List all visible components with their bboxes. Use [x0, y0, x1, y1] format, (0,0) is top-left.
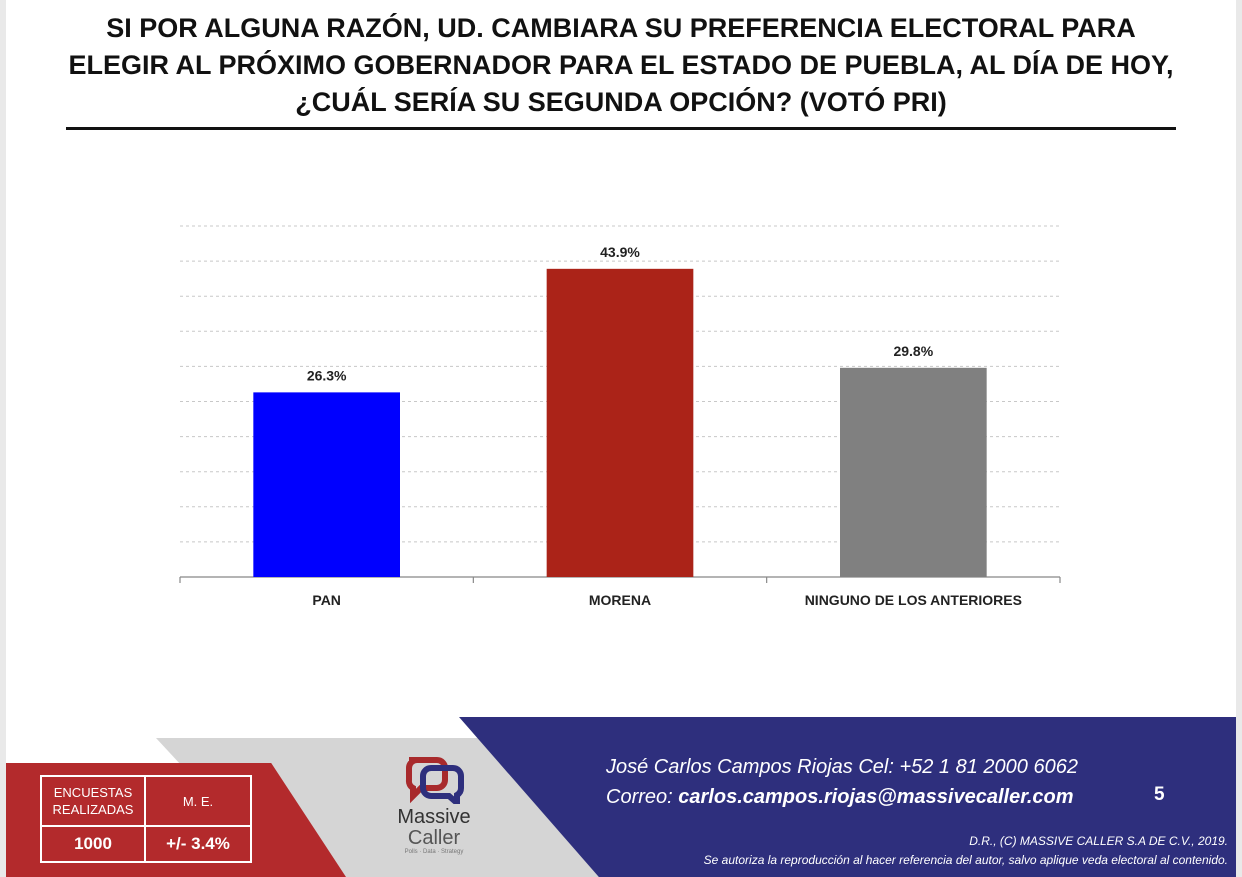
speech-bubbles-icon [405, 757, 464, 804]
massive-caller-logo: Massive Caller Polls · Data · Strategy [384, 752, 484, 856]
logo-word-massive: Massive [397, 806, 471, 828]
bar-pan [253, 392, 400, 577]
legal-notice: D.R., (C) MASSIVE CALLER S.A DE C.V., 20… [704, 832, 1228, 870]
page-number: 5 [1154, 784, 1165, 805]
footer-blue-band [459, 717, 1236, 877]
bar-ninguno-de-los-anteriores [840, 367, 987, 577]
logo-word-caller: Caller [407, 827, 461, 849]
x-tick-label: NINGUNO DE LOS ANTERIORES [805, 592, 1022, 608]
data-label: 29.8% [893, 343, 933, 359]
email-address[interactable]: carlos.campos.riojas@massivecaller.com [678, 786, 1074, 808]
margin-error-label: M. E. [146, 777, 250, 827]
contact-phone-line: José Carlos Campos Riojas Cel: +52 1 81 … [606, 756, 1078, 778]
surveys-label: ENCUESTAS REALIZADAS [42, 777, 146, 827]
margin-error-value: +/- 3.4% [166, 834, 230, 853]
x-tick-label: PAN [312, 592, 341, 608]
contact-info: José Carlos Campos Riojas Cel: +52 1 81 … [606, 752, 1078, 812]
legal-copyright: D.R., (C) MASSIVE CALLER S.A DE C.V., 20… [969, 834, 1228, 848]
contact-email-line: Correo: carlos.campos.riojas@massivecall… [606, 782, 1078, 812]
stats-table: ENCUESTAS REALIZADAS M. E. 1000 +/- 3.4% [40, 775, 252, 863]
chart-title: SI POR ALGUNA RAZÓN, UD. CAMBIARA SU PRE… [68, 13, 1174, 117]
title-underline [66, 127, 1176, 130]
bar-chart: 26.3% PAN 43.9% MORENA 29.8% NINGUNO DE LOS A… [179, 225, 1061, 608]
bar-morena [546, 268, 694, 577]
surveys-value: 1000 [42, 827, 146, 861]
email-prefix: Correo: [606, 786, 673, 808]
data-label: 43.9% [600, 244, 640, 260]
slide: SI POR ALGUNA RAZÓN, UD. CAMBIARA SU PRE… [6, 0, 1236, 877]
logo-tagline: Polls · Data · Strategy [404, 849, 464, 855]
x-tick-label: MORENA [589, 592, 651, 608]
data-label: 26.3% [307, 367, 347, 383]
legal-reproduction: Se autoriza la reproducción al hacer ref… [703, 853, 1228, 867]
